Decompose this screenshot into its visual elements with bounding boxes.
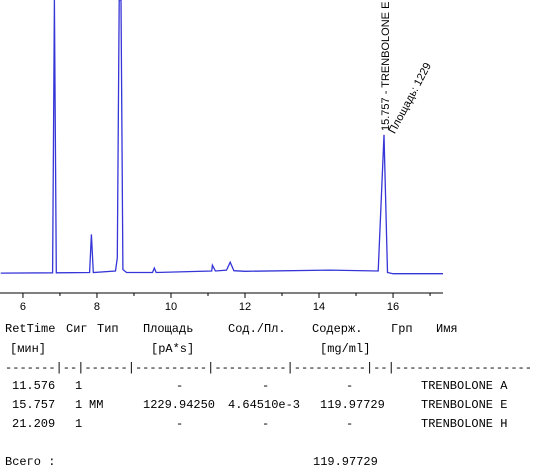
report-header: Тип	[97, 322, 119, 336]
peak-label: 15.757 - TRENBOLONE E	[380, 2, 392, 131]
report-cell: -	[262, 417, 269, 431]
x-tick-label: 12	[239, 301, 251, 313]
peak-area: Площадь: 1229	[387, 61, 434, 136]
report-header: Сиг	[66, 322, 88, 336]
report-cell: TRENBOLONE H	[421, 417, 507, 431]
report-unit: [mg/ml]	[320, 342, 370, 356]
report-cell: -	[176, 417, 183, 431]
report-cell: TRENBOLONE E	[421, 398, 507, 412]
report-cell: MM	[89, 398, 103, 412]
report-cell: 1	[75, 417, 82, 431]
report-unit: [мин]	[10, 342, 46, 356]
report-cell: -	[176, 379, 183, 393]
report-header: Грп	[391, 322, 413, 336]
report-cell: -	[262, 379, 269, 393]
report-header: Имя	[436, 322, 458, 336]
report-cell: 119.97729	[320, 398, 385, 412]
report-cell: 21.209	[12, 417, 55, 431]
x-tick-label: 16	[387, 301, 399, 313]
report-header: Сод./Пл.	[228, 322, 286, 336]
report-header: RetTime	[5, 322, 55, 336]
report-total-value: 119.97729	[313, 455, 378, 469]
report-cell: -	[346, 379, 353, 393]
report-cell: 15.757	[12, 398, 55, 412]
x-tick-label: 14	[313, 301, 325, 313]
report-header: Площадь	[143, 322, 193, 336]
report-cell: -	[346, 417, 353, 431]
report-cell: 11.576	[12, 379, 55, 393]
trace	[0, 0, 443, 275]
x-tick-label: 10	[165, 301, 177, 313]
x-tick-label: 8	[94, 301, 100, 313]
report-total-label: Всего :	[5, 455, 55, 469]
report-unit: [pA*s]	[151, 342, 194, 356]
report-cell: TRENBOLONE A	[421, 379, 508, 393]
report-header: Содерж.	[312, 322, 362, 336]
report-cell: 1229.94250	[143, 398, 215, 412]
report-cell: 4.64510e-3	[228, 398, 300, 412]
report-separator: -------|--|------|----------|----------|…	[5, 361, 532, 375]
report-cell: 1	[75, 398, 82, 412]
x-tick-label: 6	[20, 301, 26, 313]
report-cell: 1	[75, 379, 82, 393]
